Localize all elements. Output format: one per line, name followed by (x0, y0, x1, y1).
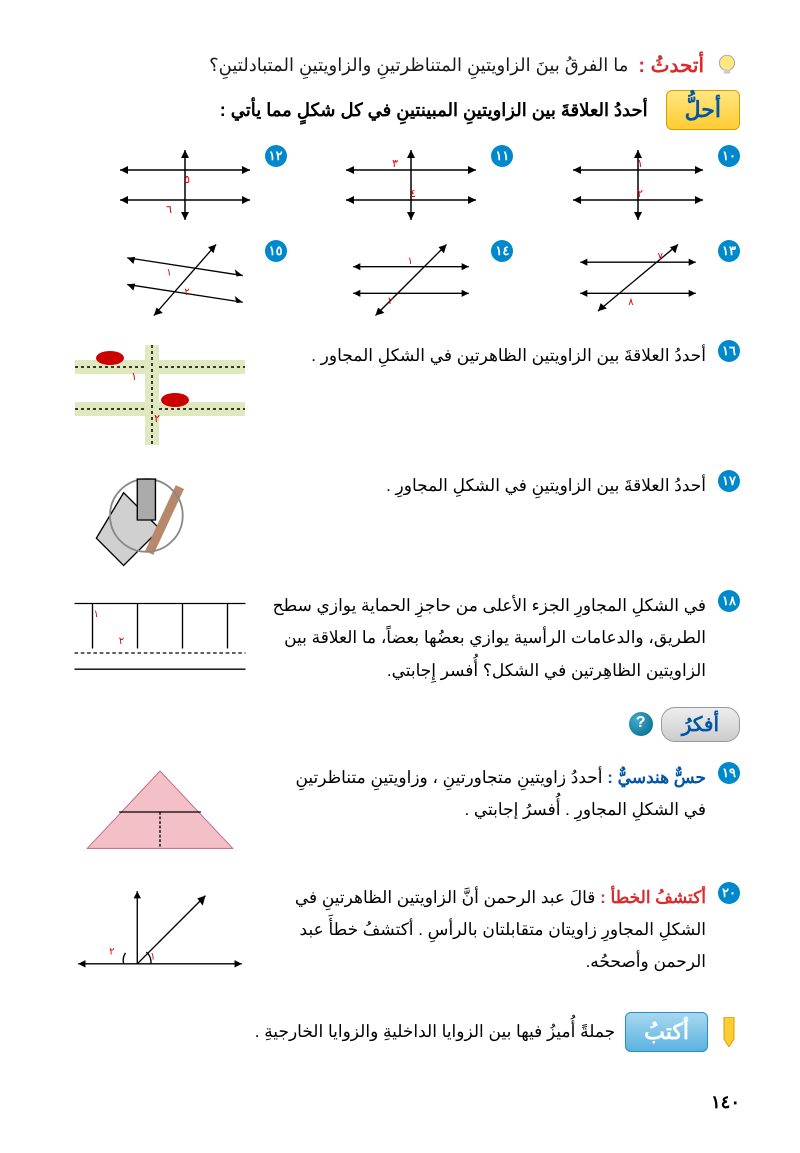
problem-11: ١١ ٣٤ (287, 145, 514, 225)
problem-12: ١٢ ٥٦ (60, 145, 287, 225)
problem-15: ١٥ ١٢ (60, 240, 287, 320)
diagram-13: ٧٨ (563, 240, 713, 320)
svg-text:١: ١ (93, 609, 98, 620)
svg-text:٢: ٢ (119, 636, 124, 647)
pnum-12: ١٢ (265, 145, 287, 167)
talk-label: أتحدثُ : (638, 53, 704, 78)
problem-14: ١٤ ١٢ (287, 240, 514, 320)
pnum-14: ١٤ (491, 240, 513, 262)
svg-text:٣: ٣ (392, 158, 398, 170)
question-19: ١٩ حسٌّ هندسيٌّ : أحددُ زاويتينِ متجاورت… (60, 762, 740, 862)
svg-text:٢: ٢ (109, 947, 114, 958)
q18-diagram: ١٢ (60, 590, 260, 680)
globe-icon (629, 712, 653, 736)
write-button: أكتبُ (625, 1012, 708, 1052)
q16-diagram: ١٢ (60, 340, 260, 450)
svg-text:٥: ٥ (184, 174, 190, 186)
write-section: أكتبُ جملةً أُميزُ فيها بين الزوايا الدا… (60, 1012, 740, 1052)
svg-text:٢: ٢ (184, 287, 189, 298)
svg-text:٦: ٦ (166, 204, 172, 216)
q20-diagram: ١٢ (60, 882, 260, 982)
think-button: أفكرُ (661, 707, 740, 742)
q19-text: حسٌّ هندسيٌّ : أحددُ زاويتينِ متجاورتينِ… (272, 762, 706, 827)
think-section: أفكرُ (60, 707, 740, 742)
solve-button: أحلُّ (666, 90, 740, 130)
svg-text:١: ١ (166, 268, 171, 279)
svg-text:٢: ٢ (388, 296, 393, 307)
question-16: ١٦ أحددُ العلاقةَ بين الزاويتين الظاهرتي… (60, 340, 740, 450)
pencil-icon (718, 1017, 740, 1047)
svg-text:١: ١ (131, 371, 137, 383)
svg-text:٧: ٧ (658, 252, 664, 263)
pnum-17: ١٧ (718, 470, 740, 492)
svg-text:١: ١ (637, 158, 643, 170)
q20-text: أكتشفُ الخطأ : قالَ عبد الرحمن أنَّ الزا… (272, 882, 706, 979)
pnum-13: ١٣ (718, 240, 740, 262)
svg-text:٤: ٤ (410, 188, 416, 200)
talk-section: أتحدثُ : ما الفرقُ بينَ الزاويتينِ المتن… (60, 52, 740, 78)
problem-10: ١٠ ١٢ (513, 145, 740, 225)
diagram-11: ٣٤ (336, 145, 486, 225)
q20-label: أكتشفُ الخطأ : (600, 888, 706, 907)
problem-row-2: ١٣ ٧٨ ١٤ ١٢ ١٥ ١٢ (60, 240, 740, 320)
pnum-11: ١١ (491, 145, 513, 167)
q16-text: أحددُ العلاقةَ بين الزاويتين الظاهرتين ف… (272, 340, 706, 372)
pnum-15: ١٥ (265, 240, 287, 262)
q18-text: في الشكلِ المجاورِ الجزء الأعلى من حاجزِ… (272, 590, 706, 687)
question-17: ١٧ أحددُ العلاقةَ بين الزاويتينِ في الشك… (60, 470, 740, 570)
lightbulb-icon (714, 52, 740, 78)
question-18: ١٨ في الشكلِ المجاورِ الجزء الأعلى من حا… (60, 590, 740, 687)
problem-row-1: ١٠ ١٢ ١١ ٣٤ ١٢ ٥٦ (60, 145, 740, 225)
pnum-16: ١٦ (718, 340, 740, 362)
q17-diagram (60, 470, 260, 570)
pnum-10: ١٠ (718, 145, 740, 167)
write-text: جملةً أُميزُ فيها بين الزوايا الداخليةِ … (60, 1016, 615, 1048)
pnum-19: ١٩ (718, 762, 740, 784)
problem-13: ١٣ ٧٨ (513, 240, 740, 320)
solve-header: أحلُّ أحددُ العلاقةَ بين الزاويتينِ المب… (60, 90, 740, 130)
pnum-20: ٢٠ (718, 882, 740, 904)
svg-text:٢: ٢ (154, 413, 160, 425)
q19-diagram (60, 762, 260, 862)
svg-text:٢: ٢ (637, 188, 643, 200)
q17-text: أحددُ العلاقةَ بين الزاويتينِ في الشكلِ … (272, 470, 706, 502)
solve-instruction: أحددُ العلاقةَ بين الزاويتينِ المبينتينِ… (220, 100, 648, 121)
diagram-15: ١٢ (110, 240, 260, 320)
pnum-18: ١٨ (718, 590, 740, 612)
diagram-14: ١٢ (336, 240, 486, 320)
q19-label: حسٌّ هندسيٌّ : (607, 768, 706, 787)
svg-text:١: ١ (150, 951, 155, 962)
svg-text:٨: ٨ (628, 297, 634, 308)
svg-text:١: ١ (408, 256, 413, 267)
talk-text: ما الفرقُ بينَ الزاويتينِ المتناظرتينِ و… (209, 55, 628, 76)
question-20: ٢٠ أكتشفُ الخطأ : قالَ عبد الرحمن أنَّ ا… (60, 882, 740, 982)
diagram-12: ٥٦ (110, 145, 260, 225)
diagram-10: ١٢ (563, 145, 713, 225)
page-number: ١٤٠ (60, 1092, 740, 1113)
